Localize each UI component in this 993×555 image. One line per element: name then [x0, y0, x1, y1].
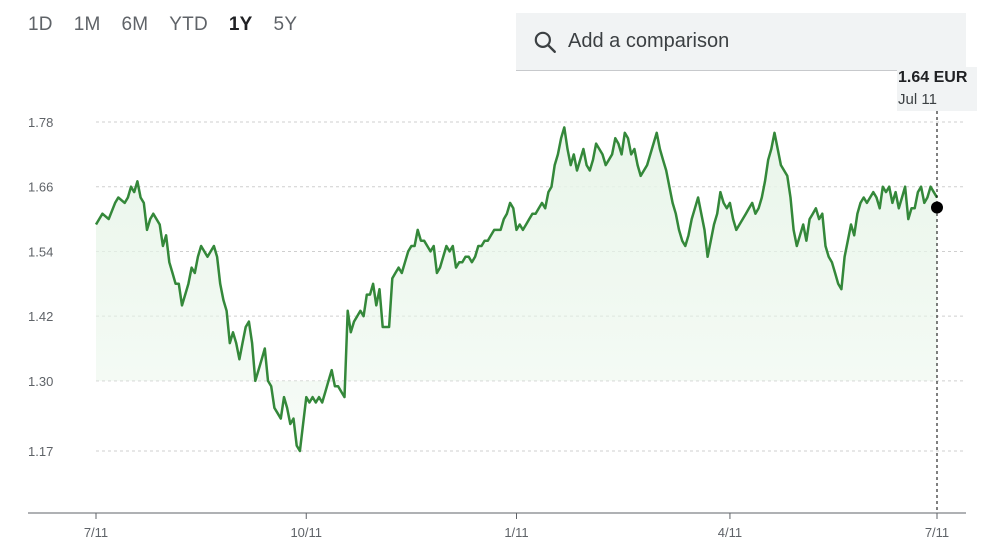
hover-tooltip: 1.64 EUR Jul 11: [897, 67, 977, 111]
price-line: [94, 126, 939, 453]
range-5y[interactable]: 5Y: [273, 14, 298, 35]
x-tick-label: 7/11: [84, 525, 108, 540]
search-icon: [534, 31, 556, 53]
y-tick-label: 1.42: [28, 309, 53, 324]
y-tick-label: 1.66: [28, 180, 53, 195]
hover-point-marker: [931, 201, 943, 214]
range-1d[interactable]: 1D: [28, 14, 53, 35]
range-ytd[interactable]: YTD: [169, 14, 208, 35]
y-tick-label: 1.17: [28, 444, 53, 459]
y-tick-label: 1.78: [28, 115, 53, 130]
range-1m[interactable]: 1M: [73, 14, 101, 35]
range-1y[interactable]: 1Y: [228, 14, 253, 35]
y-axis-ticks: 1.78 1.66 1.54 1.42 1.30 1.17: [28, 115, 53, 459]
tooltip-value: 1.64 EUR: [898, 69, 968, 86]
y-tick-label: 1.30: [28, 374, 53, 389]
x-tick-label: 7/11: [925, 525, 949, 540]
x-axis-ticks: 7/11 10/11 1/11 4/11 7/11: [84, 513, 949, 540]
comparison-search-placeholder: Add a comparison: [568, 30, 730, 52]
tooltip-date: Jul 11: [898, 91, 937, 108]
comparison-search-box[interactable]: Add a comparison: [516, 13, 966, 71]
x-tick-label: 4/11: [718, 525, 742, 540]
time-range-selector: 1D 1M 6M YTD 1Y 5Y: [28, 12, 318, 38]
x-tick-label: 1/11: [504, 525, 528, 540]
range-6m[interactable]: 6M: [121, 14, 149, 35]
y-tick-label: 1.54: [28, 244, 53, 259]
x-tick-label: 10/11: [290, 525, 322, 540]
